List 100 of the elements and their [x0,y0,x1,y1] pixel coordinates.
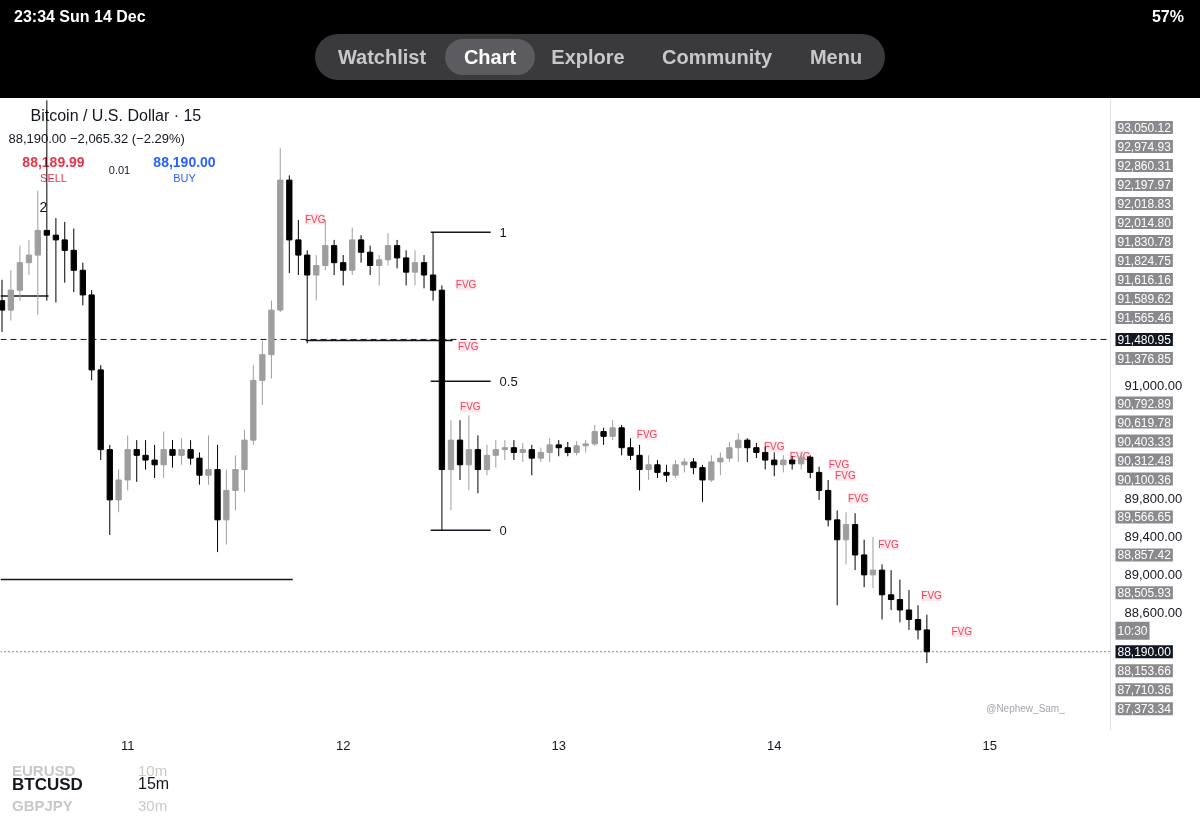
text: 10:30 [1117,623,1148,638]
candlestick [771,451,778,477]
candlestick [708,454,715,483]
candlestick [160,431,167,479]
annotation: FVG [457,340,479,352]
text: 87,373.34 [1117,702,1172,717]
candlestick [887,569,895,611]
candlestick [115,469,122,513]
y-tick-label: 89,400.00 [1124,529,1183,545]
text: 91,830.78 [1117,235,1172,249]
candlestick [304,249,311,344]
candlestick [744,437,751,463]
text: 91,589.62 [1117,292,1172,306]
text: 90,100.36 [1117,472,1172,487]
candlestick [465,414,473,491]
candlestick [474,434,482,494]
candlestick [815,466,823,501]
text: 92,018.83 [1117,197,1172,211]
candlestick [627,437,634,461]
annotation: FVG [878,539,899,551]
candlestick [923,614,931,664]
series-label: 0.5 [499,373,518,389]
series-label: 0 [499,522,507,538]
candlestick [402,249,410,286]
ref-line-label: 91,480.95 [1117,332,1172,347]
candlestick [420,254,428,289]
text: 91,824.75 [1117,254,1172,268]
candlestick [313,254,320,302]
text: Menu [809,44,863,70]
candlestick [7,269,14,322]
text: 88,153.66 [1117,664,1172,679]
annotation: FVG [636,428,658,440]
candlestick [295,219,302,276]
candlestick [70,228,77,293]
text: 90,312.48 [1117,453,1172,468]
x-tick-label: 15 [982,737,998,753]
candlestick [519,442,526,463]
annotation: FVG [835,469,856,481]
annotation: FVG [304,213,326,225]
candlestick [376,254,383,286]
candlestick [609,419,616,441]
text: 88,505.93 [1117,586,1172,601]
candlestick [618,424,625,456]
candlestick [492,439,499,469]
annotation: FVG [455,278,477,290]
text: 93,050.12 [1117,121,1172,135]
annotation: FVG [951,626,973,638]
candlestick [232,454,239,511]
candlestick [142,439,149,471]
text: 90,403.33 [1117,434,1172,449]
candlestick [52,217,60,304]
candlestick [699,464,706,503]
text: Watchlist [337,44,427,70]
annotation: 88,190.00 [153,153,216,170]
candlestick [860,539,868,588]
candlestick [672,459,679,479]
candlestick [636,444,643,491]
candlestick [393,239,401,269]
candlestick [834,509,841,606]
y-tick-label: 89,000.00 [1124,567,1183,583]
y-tick-label: 91,000.00 [1124,377,1183,393]
candlestick [726,441,733,463]
candlestick [483,444,491,476]
candlestick [510,439,518,461]
text: 87,710.36 [1117,683,1172,698]
candlestick [905,589,913,631]
candlestick [869,536,877,589]
annotation: 0.01 [108,163,131,176]
candlestick [501,439,508,461]
candlestick [717,451,724,476]
text: 92,860.31 [1117,159,1172,173]
annotation: FVG [921,590,943,602]
annotation: FVG [460,401,481,413]
candlestick [151,444,158,479]
annotation: FVG [828,459,850,471]
text: 57% [1151,7,1184,27]
candlestick [357,234,365,264]
text: 91,565.46 [1117,311,1172,325]
candlestick [546,437,553,463]
annotation: FVG [763,441,785,453]
candlestick [331,239,338,276]
candlestick [0,279,6,333]
annotation: @Nephew_Sam_ [986,703,1066,714]
annotation: FVG [848,492,869,504]
candlestick [735,432,742,463]
candlestick [411,249,419,286]
candlestick [384,232,392,267]
text: 92,974.93 [1117,140,1172,154]
candlestick [842,511,850,565]
text: Chart [463,44,517,70]
candlestick [528,444,535,476]
text: 90,792.89 [1117,396,1172,411]
x-tick-label: 13 [551,737,566,753]
candlestick [591,424,598,447]
x-tick-label: 14 [767,737,782,753]
annotation: BUY [173,171,197,184]
text: 23:34 Sun 14 Dec [14,7,146,27]
candlestick [61,221,68,284]
candlestick [169,439,176,469]
text: Community [662,44,772,70]
